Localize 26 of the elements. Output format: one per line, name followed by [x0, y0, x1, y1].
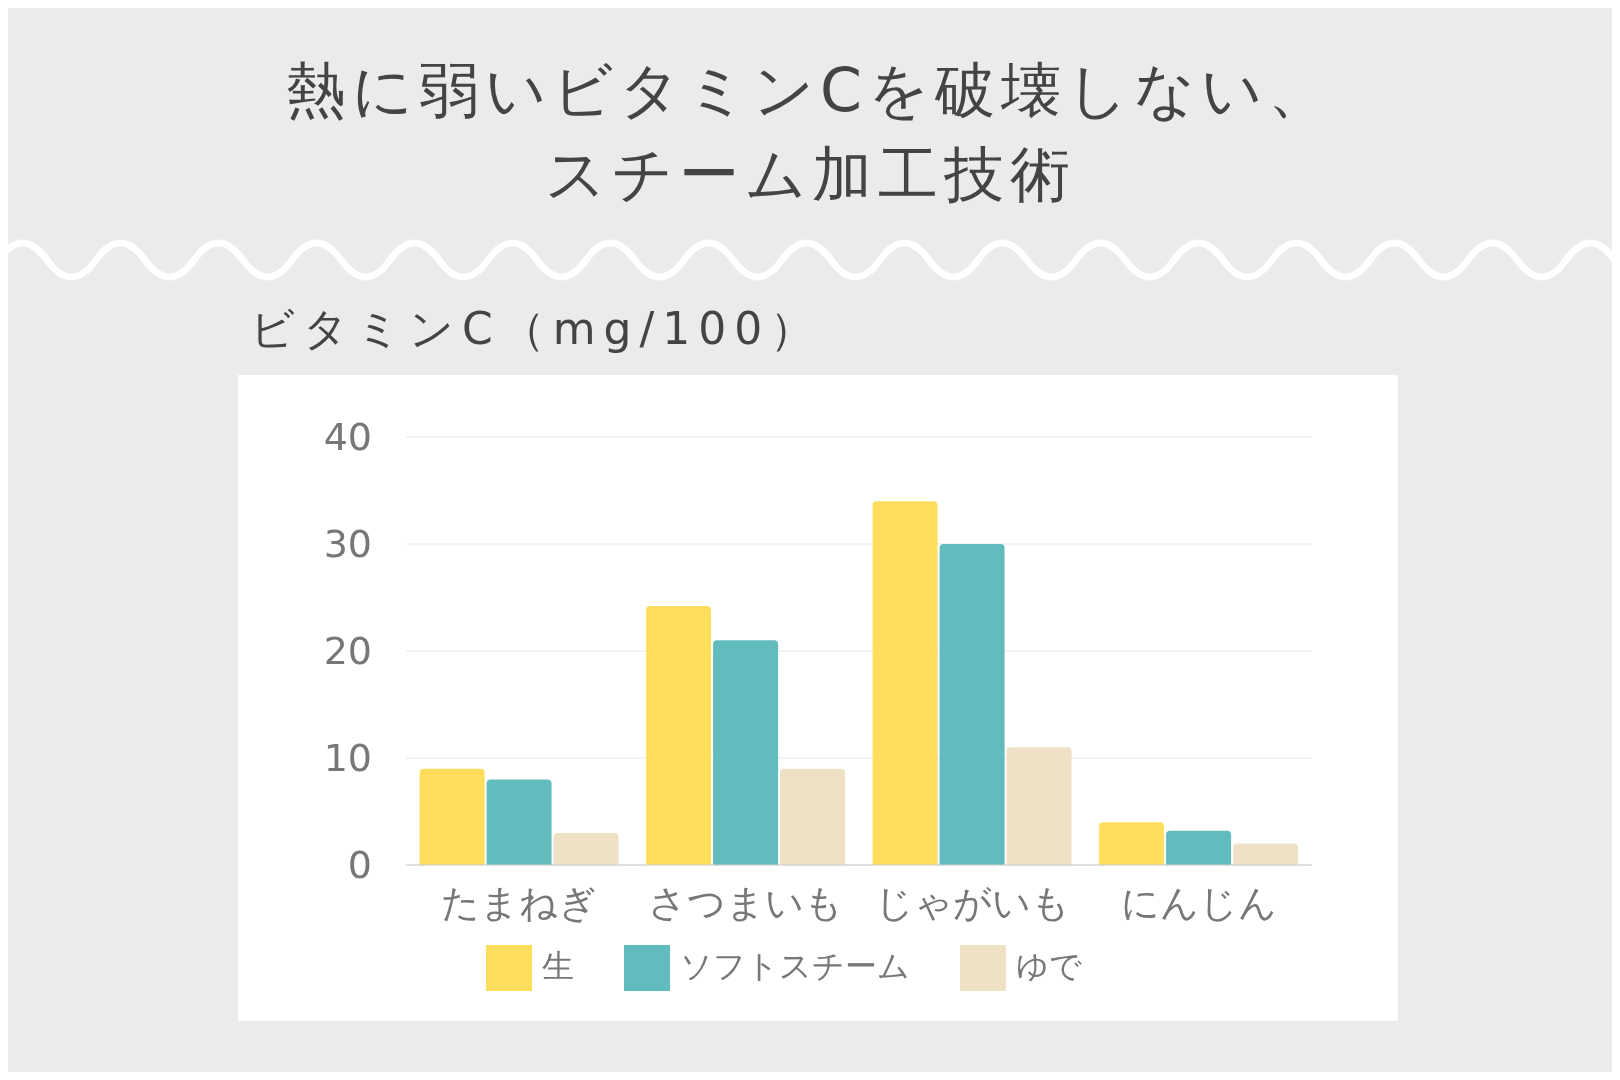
legend-label: 生 — [542, 947, 574, 985]
x-tick-label: にんじん — [1120, 880, 1277, 925]
bar — [646, 606, 712, 865]
bar — [1099, 822, 1165, 865]
bar — [713, 640, 779, 865]
legend-label: ソフトスチーム — [680, 947, 910, 985]
y-tick-label: 0 — [347, 843, 372, 888]
bar — [486, 779, 552, 865]
bar — [1166, 830, 1232, 865]
y-tick-label: 20 — [323, 629, 372, 674]
legend-label: ゆで — [1016, 947, 1082, 985]
x-tick-label: さつまいも — [648, 880, 844, 925]
bar — [1233, 843, 1299, 865]
y-tick-label: 30 — [323, 522, 372, 567]
bar — [872, 501, 938, 865]
bar — [1006, 747, 1072, 865]
y-axis-title: ビタミンC（mg/100） — [250, 302, 823, 356]
chart-title: 熱に弱いビタミンCを破壊しない、スチーム加工技術 — [285, 54, 1335, 211]
x-tick-label: たまねぎ — [441, 880, 598, 925]
bar — [780, 768, 846, 865]
x-tick-label: じゃがいも — [874, 880, 1070, 925]
bar — [419, 768, 485, 865]
y-tick-label: 10 — [323, 736, 372, 781]
y-tick-label: 40 — [323, 415, 372, 460]
bar — [553, 832, 619, 865]
bar — [939, 544, 1005, 865]
